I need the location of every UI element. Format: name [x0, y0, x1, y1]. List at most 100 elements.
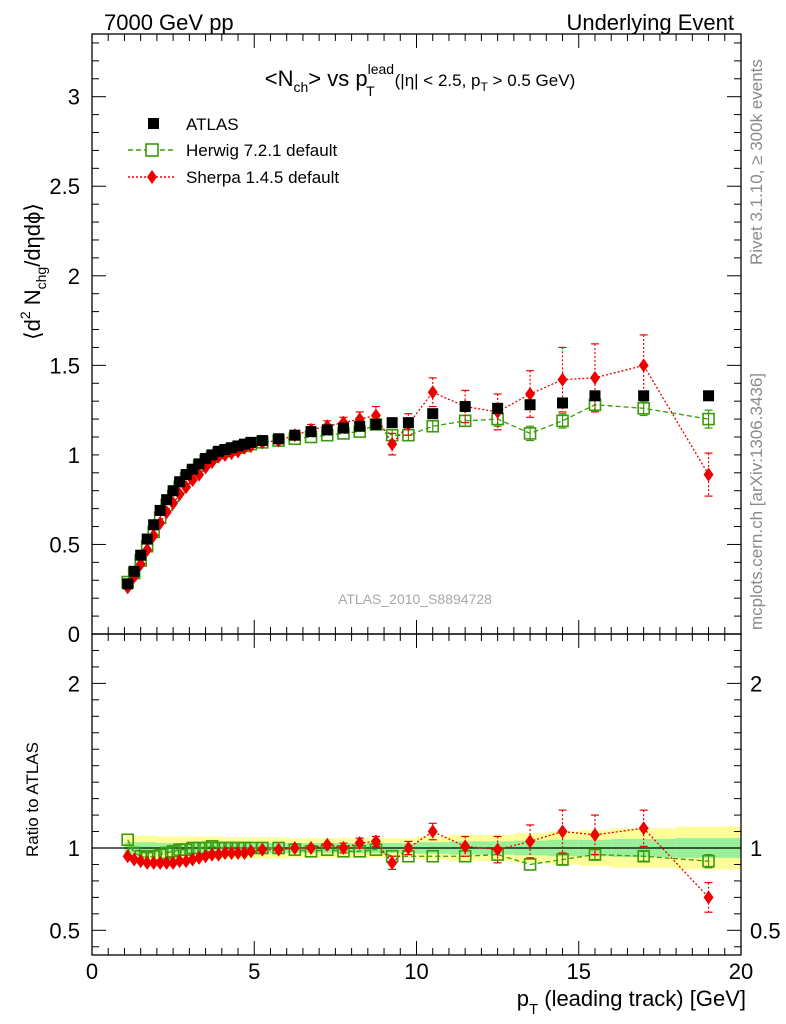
ratio-sherpa-point [589, 827, 600, 842]
ratio-sherpa-point [174, 854, 185, 869]
main-atlas-point [289, 429, 301, 441]
ratio-sherpa-point [239, 845, 250, 860]
ratio-sherpa-point [168, 855, 179, 870]
x-tick-label: 15 [567, 959, 591, 984]
ratio-y-tick-label-left: 2 [68, 671, 80, 696]
header-right: Underlying Event [566, 10, 734, 35]
ratio-sherpa-point [525, 834, 536, 849]
main-atlas-point [174, 476, 186, 488]
ratio-y-tick-label-right: 0.5 [750, 918, 781, 943]
ratio-sherpa-point [460, 839, 471, 854]
ratio-sherpa-point [289, 841, 300, 855]
ratio-herwig-point [426, 849, 440, 863]
main-atlas-point [273, 433, 285, 445]
main-atlas-group [122, 390, 715, 590]
plot-title: <Nch> vs plead T(|η| < 2.5, pT > 0.5 GeV) [265, 61, 576, 99]
main-atlas-point [167, 485, 179, 497]
ratio-sherpa-point [194, 850, 205, 865]
x-tick-label: 20 [729, 959, 753, 984]
legend-label-atlas: ATLAS [186, 115, 239, 134]
main-atlas-point [232, 440, 244, 452]
legend-marker-herwig [145, 143, 159, 157]
main-sherpa-group [122, 334, 714, 595]
ratio-sherpa-point [148, 855, 159, 870]
main-atlas-point [245, 436, 257, 448]
main-atlas-point [135, 549, 147, 561]
main-atlas-point [219, 444, 231, 456]
main-atlas-point [354, 420, 366, 432]
main-sherpa-point [638, 358, 649, 373]
ratio-sherpa-point [338, 841, 349, 855]
main-atlas-point [337, 422, 349, 434]
x-tick-label: 5 [248, 959, 260, 984]
main-herwig-point [637, 402, 650, 415]
title-sup-lead: lead [368, 61, 394, 77]
ratio-herwig-point [121, 833, 134, 847]
ratio-sherpa-point [142, 855, 153, 870]
main-atlas-point [128, 565, 140, 577]
main-herwig-line [127, 404, 709, 583]
ratio-sherpa-point [129, 852, 140, 867]
title-cut-a: (|η| < 2.5, p [395, 71, 481, 90]
ratio-panel-series [121, 809, 715, 913]
xlabel-sub-T: T [529, 1001, 538, 1018]
main-atlas-point [703, 390, 715, 402]
main-atlas-point [226, 442, 238, 454]
main-atlas-point [206, 449, 218, 461]
title-part-b: > vs p [308, 66, 367, 91]
ratio-sherpa-point [155, 855, 166, 870]
main-atlas-point [256, 435, 268, 447]
ratio-panel-frame [91, 633, 742, 956]
axes-frames [91, 33, 742, 956]
ratio-sherpa-point [703, 890, 714, 905]
ratio-sherpa-group [122, 809, 714, 913]
ratio-sherpa-point [226, 845, 237, 860]
ylabel-sup-2: 2 [17, 311, 33, 319]
main-atlas-point [200, 452, 212, 464]
ratio-sherpa-point [220, 845, 231, 860]
x-tick-label: 0 [86, 959, 98, 984]
ratio-herwig-point [637, 849, 650, 863]
ratio-herwig-point [702, 854, 715, 868]
main-sherpa-point [703, 467, 714, 482]
title-cut-b: > 0.5 GeV) [488, 71, 575, 90]
legend-marker-sherpa [147, 170, 157, 184]
main-atlas-point [148, 519, 160, 531]
ratio-sherpa-point [403, 841, 414, 855]
main-sherpa-point [427, 385, 438, 400]
legend-label-sherpa: Sherpa 1.4.5 default [186, 168, 339, 187]
ratio-sherpa-point [322, 837, 333, 852]
main-herwig-point [426, 419, 440, 433]
main-sherpa-point [589, 370, 600, 385]
main-atlas-point [141, 533, 153, 545]
main-atlas-point [239, 438, 251, 450]
title-sub-ch: ch [293, 79, 308, 95]
main-sherpa-line [127, 364, 710, 588]
main-y-tick-label: 1 [68, 443, 80, 468]
ratio-sherpa-point [557, 824, 568, 839]
main-herwig-group [121, 396, 715, 589]
ratio-herwig-point [588, 848, 602, 861]
main-atlas-point [386, 417, 398, 429]
ratio-sherpa-point [387, 855, 398, 870]
ratio-sherpa-point [273, 842, 284, 857]
y-axis-label: ⟨d2 Nchg/dηdϕ⟩ [17, 203, 49, 340]
x-axis-label: pT (leading track) [GeV] [517, 986, 746, 1018]
analysis-watermark: ATLAS_2010_S8894728 [338, 591, 492, 607]
ylabel-sub-chg: chg [33, 267, 49, 290]
ratio-y-tick-label-right: 1 [750, 836, 762, 861]
main-atlas-point [122, 578, 134, 590]
main-atlas-point [370, 418, 382, 430]
main-atlas-point [187, 463, 199, 475]
ratio-sherpa-point [122, 849, 133, 864]
ratio-sherpa-point [306, 841, 317, 855]
main-y-tick-label: 0.5 [49, 532, 80, 557]
ratio-y-tick-label-right: 2 [750, 671, 762, 696]
main-atlas-point [213, 445, 225, 457]
legend-label-herwig: Herwig 7.2.1 default [186, 141, 337, 160]
ratio-sherpa-point [135, 854, 146, 869]
main-y-tick-label: 1.5 [49, 353, 80, 378]
ratio-herwig-point [556, 853, 569, 866]
mcplots-label: mcplots.cern.ch [arXiv:1306.3436] [747, 373, 766, 630]
